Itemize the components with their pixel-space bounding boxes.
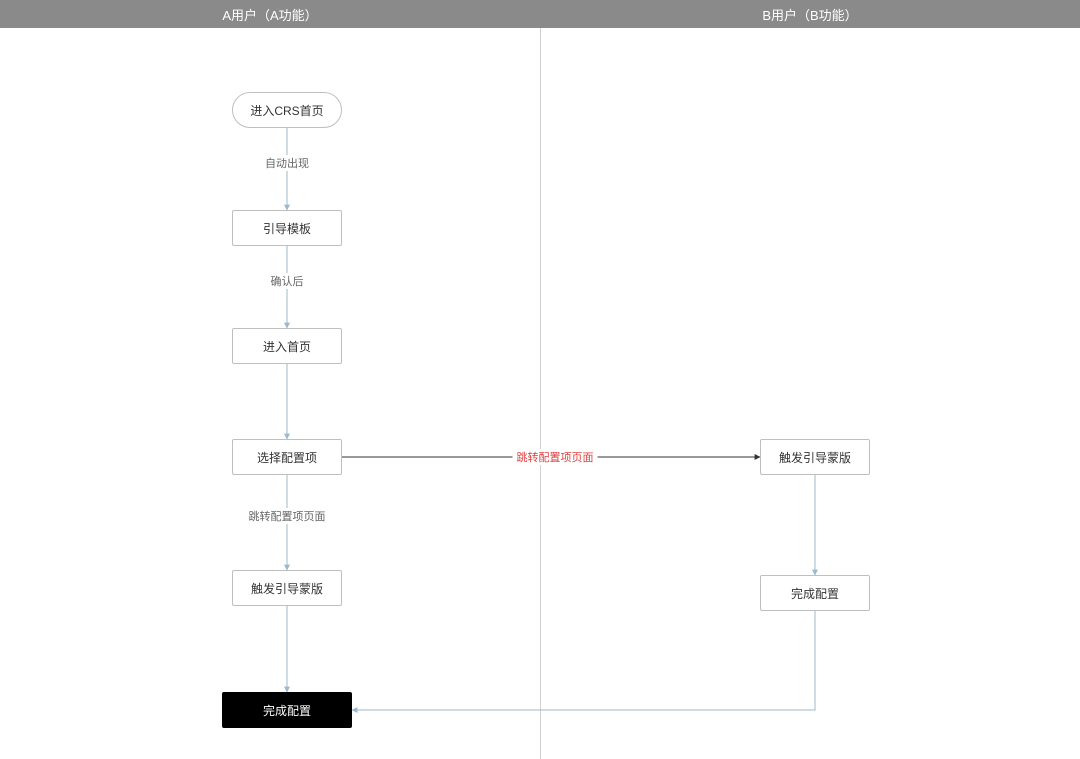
flow-node-n7: 触发引导蒙版 (760, 439, 870, 475)
flow-node-n2: 引导模板 (232, 210, 342, 246)
edge-label-n4-n7: 跳转配置项页面 (513, 449, 598, 465)
flow-node-n6: 完成配置 (222, 692, 352, 728)
swimlane-divider (540, 28, 541, 759)
flow-node-n1: 进入CRS首页 (232, 92, 342, 128)
flow-node-n8: 完成配置 (760, 575, 870, 611)
edge-n8-n6 (352, 611, 815, 710)
flow-node-n4: 选择配置项 (232, 439, 342, 475)
header-right-label: B用户（B功能） (540, 0, 1080, 28)
edge-label-n1-n2: 自动出现 (261, 155, 313, 171)
edge-label-n2-n3: 确认后 (267, 273, 308, 289)
flow-node-n3: 进入首页 (232, 328, 342, 364)
swimlane-header: A用户（A功能） B用户（B功能） (0, 0, 1080, 28)
flow-node-n5: 触发引导蒙版 (232, 570, 342, 606)
edge-label-n4-n5: 跳转配置项页面 (245, 508, 330, 524)
header-left-label: A用户（A功能） (0, 0, 540, 28)
